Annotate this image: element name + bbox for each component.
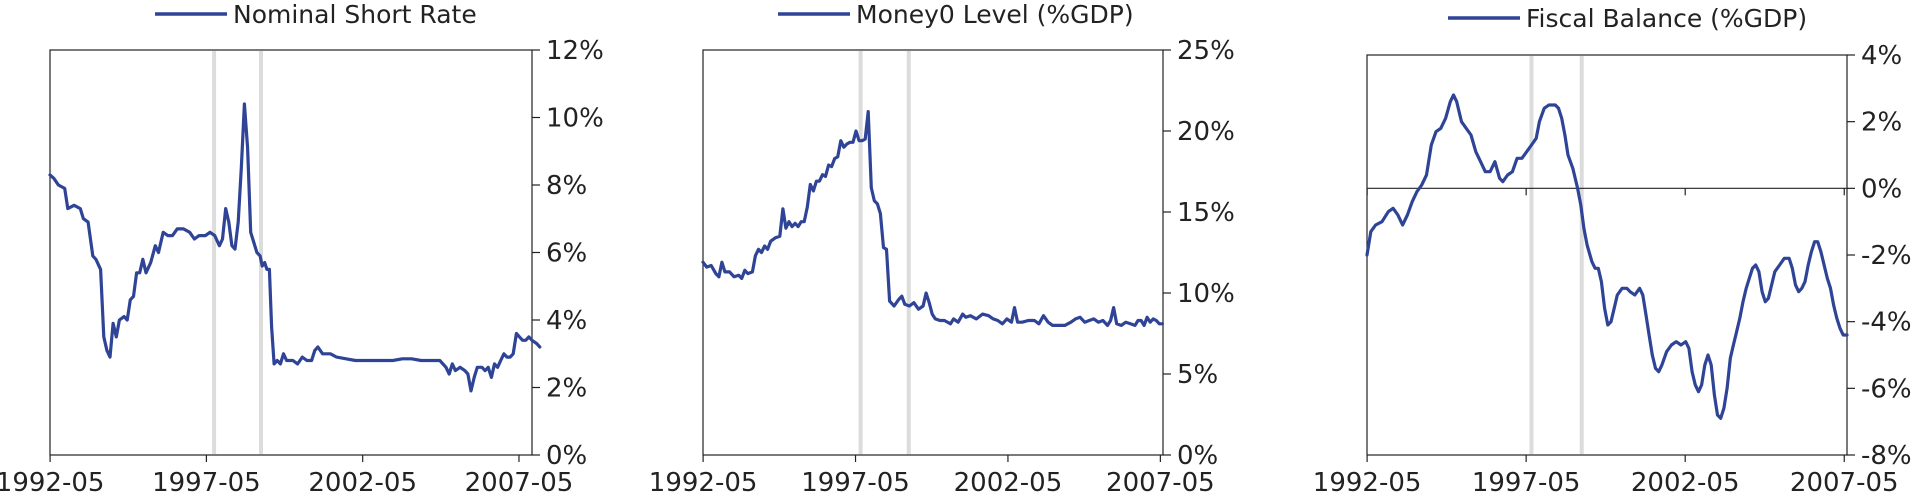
x-tick-label: 1992-05 xyxy=(0,468,104,498)
y-tick-label: 0% xyxy=(1177,441,1218,471)
plot-frame xyxy=(49,49,533,456)
plot-frame xyxy=(1366,54,1848,456)
y-tick-label: 0% xyxy=(1861,174,1902,204)
x-tick-label: 1992-05 xyxy=(1313,468,1422,498)
legend-label: Money0 Level (%GDP) xyxy=(856,0,1134,29)
y-tick-label: 2% xyxy=(1861,108,1902,138)
x-tick-label: 1997-05 xyxy=(801,468,910,498)
chart-panel-1: 0% 2% 4% 6% 8% 10% 12% 1992-05 1997-05 2002-05 200… xyxy=(0,0,604,498)
chart-panel-3: -8% -6% -4% -2% 0% 2% 4% 1992-05 1997-05 2002-05 2… xyxy=(1313,4,1912,498)
y-tick-label: -4% xyxy=(1861,308,1912,338)
x-tick-label: 1997-05 xyxy=(1472,468,1581,498)
y-tick-label: 4% xyxy=(546,306,587,336)
y-tick-label: 0% xyxy=(546,441,587,471)
y-tick-label: 4% xyxy=(1861,41,1902,71)
x-tick-label: 2002-05 xyxy=(1631,468,1740,498)
y-tick-label: 6% xyxy=(546,239,587,269)
y-tick-label: -2% xyxy=(1861,241,1912,271)
x-tick-label: 2007-05 xyxy=(1790,468,1899,498)
y-tick-label: 12% xyxy=(546,36,604,66)
y-tick-label: -8% xyxy=(1861,441,1912,471)
y-tick-label: 5% xyxy=(1177,360,1218,390)
x-tick-label: 2002-05 xyxy=(954,468,1063,498)
x-tick-label: 1997-05 xyxy=(152,468,261,498)
y-tick-label: 20% xyxy=(1177,117,1235,147)
x-tick-label: 2007-05 xyxy=(465,468,574,498)
series-line xyxy=(48,102,542,393)
legend-label: Nominal Short Rate xyxy=(233,0,477,29)
x-tick-label: 2007-05 xyxy=(1106,468,1215,498)
x-tick-label: 2002-05 xyxy=(308,468,417,498)
y-tick-label: 10% xyxy=(546,104,604,134)
y-tick-label: 10% xyxy=(1177,279,1235,309)
plot-frame xyxy=(702,49,1164,456)
series-line xyxy=(701,110,1164,327)
series-line xyxy=(1365,93,1849,420)
y-tick-label: 15% xyxy=(1177,198,1235,228)
chart-panel-2: 0% 5% 10% 15% 20% 25% 1992-05 1997-05 2002-05 200… xyxy=(649,0,1235,498)
x-tick-label: 1992-05 xyxy=(649,468,758,498)
y-tick-label: 8% xyxy=(546,171,587,201)
y-tick-label: 25% xyxy=(1177,36,1235,66)
y-tick-label: 2% xyxy=(546,374,587,404)
y-tick-label: -6% xyxy=(1861,374,1912,404)
legend-label: Fiscal Balance (%GDP) xyxy=(1526,4,1807,33)
